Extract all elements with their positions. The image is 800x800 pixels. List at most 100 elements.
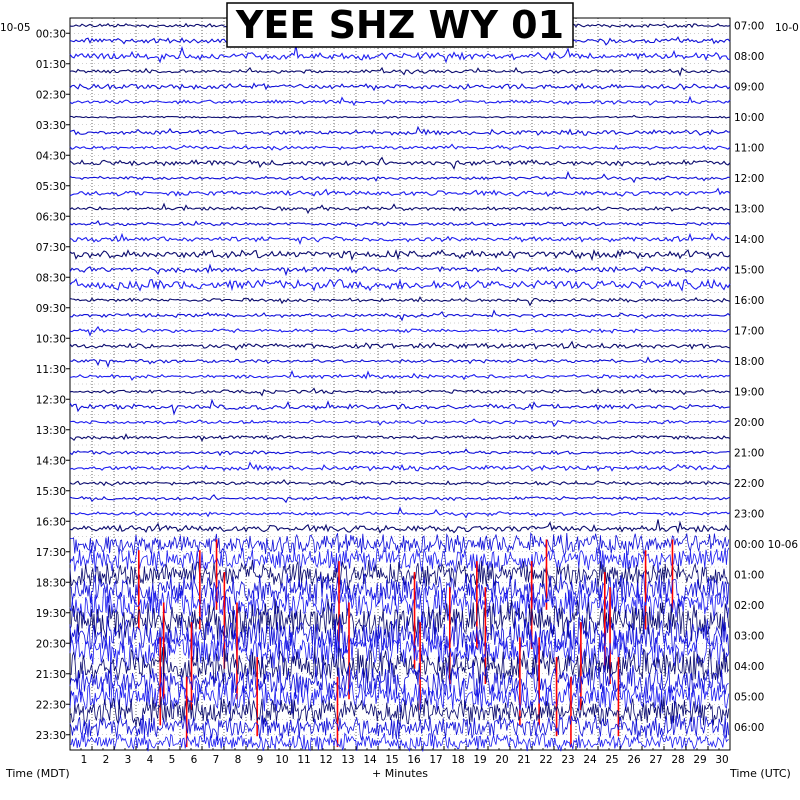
left-time-tick-label: 11:30 [36,364,66,376]
right-time-tick-label: 13:00 [734,204,764,216]
minutes-tick-label: 23 [561,754,574,766]
trace-row [69,340,731,351]
left-time-tick-label: 22:30 [36,699,66,711]
trace-row [69,461,731,472]
minutes-tick-label: 21 [517,754,530,766]
right-time-tick-label: 23:00 [734,509,764,521]
right-time-tick-label: 18:00 [734,356,764,368]
right-time-tick-label: 10:00 [734,112,764,124]
left-time-tick-label: 17:30 [36,547,66,559]
trace-row [69,309,731,322]
left-time-tick-label: 05:30 [36,181,66,193]
right-time-tick-label: 11:00 [734,143,764,155]
trace-row [69,296,731,307]
trace-row [69,156,731,171]
left-time-tick-label: 15:30 [36,486,66,498]
left-time-axis: 00:30 01:30 02:30 03:30 04:30 05:30 06:30 07:30… [36,28,70,742]
trace-row [69,732,729,752]
minutes-tick-label: 17 [429,754,442,766]
trace-row [69,232,731,245]
chart-title: YEE SHZ WY 01 [235,3,564,47]
trace-row [69,45,731,64]
minutes-tick-label: 27 [649,754,662,766]
seismogram-traces [69,22,731,752]
trace-row [69,114,731,120]
left-time-tick-label: 07:30 [36,242,66,254]
trace-row [69,248,731,262]
right-time-tick-label: 12:00 [734,173,764,185]
minutes-tick-label: 20 [495,754,508,766]
trace-row [69,125,731,136]
left-time-tick-label: 23:30 [36,730,66,742]
left-time-tick-label: 12:30 [36,394,66,406]
trace-row [69,494,731,504]
minutes-tick-label: 6 [191,754,198,766]
left-time-tick-label: 06:30 [36,211,66,223]
minutes-tick-label: 8 [235,754,242,766]
right-time-tick-label: 20:00 [734,417,764,429]
right-time-tick-label: 21:00 [734,448,764,460]
left-time-tick-label: 08:30 [36,272,66,284]
x-axis-label: + Minutes [372,767,428,780]
trace-row [69,713,730,741]
minutes-tick-label: 1 [81,754,88,766]
right-time-tick-label: 03:00 [734,631,764,643]
minutes-tick-label: 11 [297,754,310,766]
trace-row [69,82,731,92]
trace-row [69,598,730,642]
trace-row [69,696,730,728]
trace-row [69,325,731,337]
right-time-axis: 07:00 08:00 09:00 10:00 11:00 12:00 13:00 14:00… [734,21,798,735]
trace-row [69,143,731,151]
left-axis-label: Time (MDT) [5,767,70,780]
minutes-tick-label: 2 [103,754,110,766]
left-time-tick-label: 21:30 [36,669,66,681]
right-time-tick-label: 22:00 [734,478,764,490]
minutes-tick-label: 15 [385,754,398,766]
trace-row [69,630,730,671]
trace-row [69,560,730,591]
left-time-tick-label: 18:30 [36,577,66,589]
trace-row [69,418,731,428]
left-time-tick-label: 02:30 [36,89,66,101]
left-time-tick-label: 04:30 [36,150,66,162]
left-time-tick-label: 14:30 [36,455,66,467]
right-time-tick-label: 02:00 [734,600,764,612]
left-time-tick-label: 09:30 [36,303,66,315]
right-time-tick-label: 05:00 [734,692,764,704]
minutes-tick-label: 16 [407,754,421,766]
right-time-tick-label: 19:00 [734,387,764,399]
minutes-tick-label: 3 [125,754,132,766]
left-time-tick-label: 19:30 [36,608,66,620]
trace-row [69,614,730,657]
trace-row [69,220,731,228]
left-date-label: 10-05 [0,22,31,34]
trace-row [69,531,730,557]
trace-row [69,448,731,457]
minutes-tick-label: 25 [605,754,618,766]
trace-row [69,478,731,487]
right-time-tick-label: 01:00 [734,570,764,582]
right-time-tick-label: 06:00 [734,722,764,734]
trace-row [69,187,731,198]
trace-row [69,369,731,381]
right-time-tick-label: 14:00 [734,234,764,246]
minutes-tick-label: 22 [539,754,552,766]
right-time-tick-label: 15:00 [734,265,764,277]
left-time-tick-label: 16:30 [36,516,66,528]
trace-row [69,356,731,369]
minutes-tick-label: 29 [693,754,706,766]
minutes-tick-label: 14 [363,754,377,766]
trace-row [69,433,731,442]
minutes-tick-label: 30 [715,754,728,766]
right-time-tick-label: 09:00 [734,82,764,94]
left-time-tick-label: 20:30 [36,638,66,650]
minutes-tick-label: 4 [147,754,154,766]
right-time-tick-label: 00:00 10-06 [734,539,798,551]
right-time-tick-label: 17:00 [734,326,764,338]
minutes-tick-label: 18 [451,754,464,766]
trace-row [69,519,731,534]
left-time-tick-label: 13:30 [36,425,66,437]
minutes-tick-label: 10 [275,754,288,766]
